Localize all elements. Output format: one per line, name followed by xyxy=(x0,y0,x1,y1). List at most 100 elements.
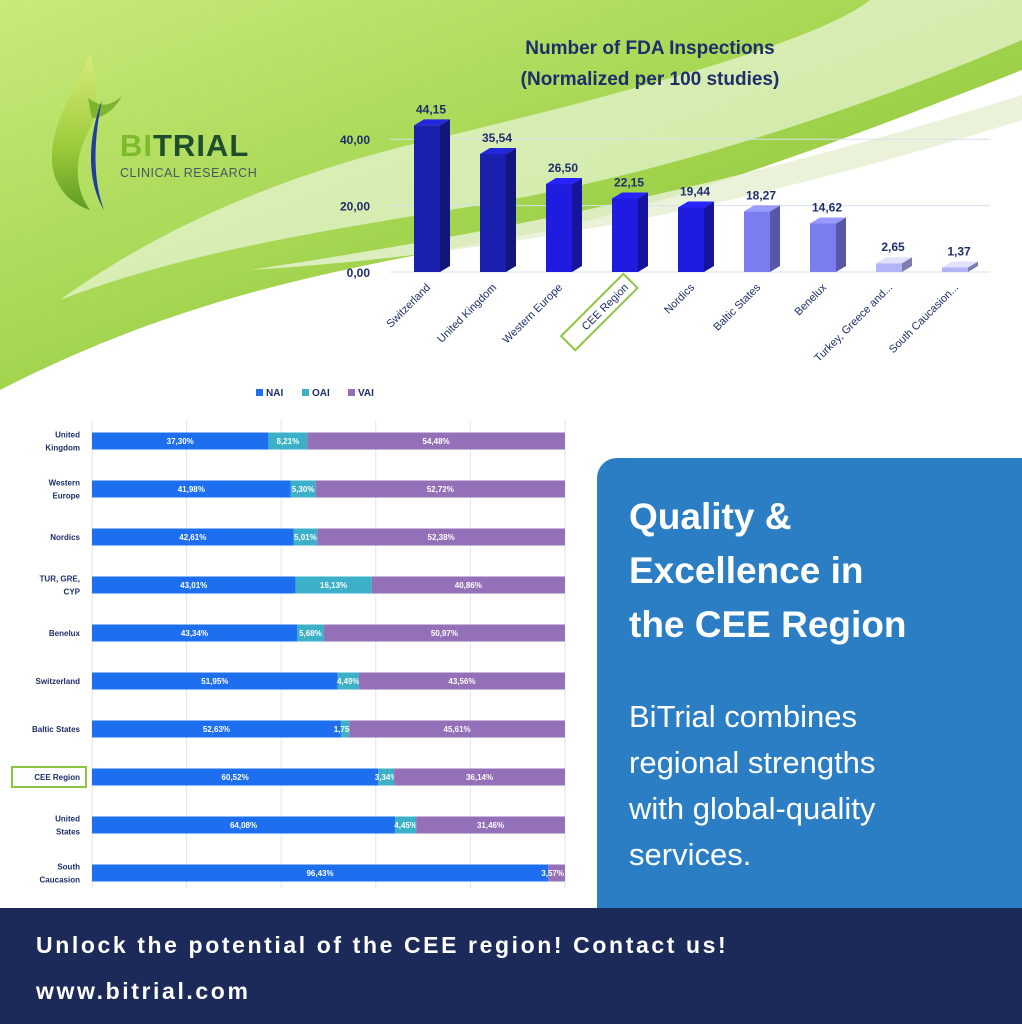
bar-value-label: 2,65 xyxy=(881,240,905,254)
legend-swatch xyxy=(302,389,309,396)
segment-label: 8,21% xyxy=(277,437,300,446)
segment-label: 5,30% xyxy=(292,485,315,494)
bar-top xyxy=(414,119,450,126)
segment-label: 4,49% xyxy=(337,677,360,686)
category-label: Kingdom xyxy=(45,444,80,453)
segment-label: 3,34% xyxy=(375,773,398,782)
segment-label: 52,72% xyxy=(427,485,454,494)
bar-side xyxy=(638,192,648,272)
stack-segment xyxy=(548,864,565,882)
segment-label: 40,86% xyxy=(455,581,482,590)
segment-label: 16,13% xyxy=(320,581,347,590)
stack-segment xyxy=(92,864,549,882)
stack-segment xyxy=(307,432,565,450)
legend-label: VAI xyxy=(358,388,374,399)
bar-top xyxy=(612,192,648,199)
footer-banner: Unlock the potential of the CEE region! … xyxy=(0,908,1022,1024)
stack-segment xyxy=(323,624,565,642)
segment-label: 43,34% xyxy=(181,629,208,638)
stack-segment xyxy=(394,768,565,786)
x-tick-label: Baltic States xyxy=(711,281,763,333)
bar-side xyxy=(968,261,978,272)
brand-name-rest: TRIAL xyxy=(153,128,250,163)
bar-side xyxy=(572,178,582,272)
segment-label: 41,98% xyxy=(178,485,205,494)
panel-heading-line: Quality & xyxy=(629,496,792,537)
panel-body: BiTrial combines regional strengths with… xyxy=(629,694,875,878)
stack-segment xyxy=(337,672,359,690)
x-tick-label: CEE Region xyxy=(580,282,631,333)
brand-tagline: CLINICAL RESEARCH xyxy=(120,166,258,180)
bar-top xyxy=(546,178,582,185)
bar xyxy=(942,267,968,272)
highlight-box xyxy=(559,272,639,352)
category-label: Switzerland xyxy=(36,677,81,686)
bar xyxy=(876,263,902,272)
stack-segment xyxy=(268,432,308,450)
stack-segment xyxy=(378,768,395,786)
segment-label: 45,61% xyxy=(444,725,471,734)
brand-name-prefix: BI xyxy=(120,128,153,163)
bar xyxy=(810,223,836,272)
segment-label: 52,38% xyxy=(428,533,455,542)
bar xyxy=(414,125,440,272)
drop-leaf-logo-icon xyxy=(51,54,122,210)
y-tick-label: 0,00 xyxy=(347,266,371,280)
bar-top xyxy=(942,261,978,268)
segment-label: 64,08% xyxy=(230,821,257,830)
footer-cta: Unlock the potential of the CEE region! … xyxy=(36,932,729,958)
bar-side xyxy=(902,257,912,272)
category-label: United xyxy=(55,815,80,824)
stack-segment xyxy=(290,480,316,498)
segment-label: 4,45% xyxy=(394,821,417,830)
stack-segment xyxy=(92,672,338,690)
bar-side xyxy=(440,119,450,272)
stack-segment xyxy=(293,528,318,546)
footer-url[interactable]: www.bitrial.com xyxy=(36,978,251,1004)
bar-side xyxy=(506,148,516,272)
segment-label: 3,57% xyxy=(541,869,564,878)
segment-label: 42,61% xyxy=(179,533,206,542)
bar-value-label: 22,15 xyxy=(614,175,644,189)
category-label: TUR, GRE, xyxy=(40,575,80,584)
panel-body-line: with global-quality xyxy=(629,791,876,826)
segment-label: 50,97% xyxy=(431,629,458,638)
bar-top xyxy=(744,205,780,212)
segment-label: 96,43% xyxy=(306,869,333,878)
segment-label: 36,14% xyxy=(466,773,493,782)
bar-value-label: 44,15 xyxy=(416,102,446,116)
category-label: CEE Region xyxy=(34,773,80,782)
legend-swatch xyxy=(348,389,355,396)
bar-side xyxy=(770,205,780,272)
legend-label: OAI xyxy=(312,388,330,399)
legend-swatch xyxy=(256,389,263,396)
stack-segment xyxy=(317,528,565,546)
legend-label: NAI xyxy=(266,388,283,399)
bar-value-label: 19,44 xyxy=(680,184,710,198)
inspection-outcome-stacked-chart: NAI OAI VAI United Kingdom 37,30% 8,21% 54,48% W… xyxy=(11,388,566,888)
panel-body-line: services. xyxy=(629,837,752,872)
panel-heading-line: Excellence in xyxy=(629,550,864,591)
segment-label: 43,01% xyxy=(180,581,207,590)
stack-segment xyxy=(92,768,379,786)
bar-chart-subtitle: (Normalized per 100 studies) xyxy=(520,69,780,90)
bar-value-label: 1,37 xyxy=(947,244,971,258)
x-tick-label: South Caucasion... xyxy=(887,282,961,356)
category-label: South xyxy=(57,863,80,872)
y-tick-label: 40,00 xyxy=(340,133,370,147)
stack-segment xyxy=(92,816,396,834)
stack-segment xyxy=(371,576,565,594)
bar-side xyxy=(704,201,714,272)
bar xyxy=(744,211,770,272)
bar-top xyxy=(480,148,516,155)
bar xyxy=(480,154,506,272)
stack-segment xyxy=(92,720,341,738)
bar-top xyxy=(810,217,846,224)
stack-segment xyxy=(315,480,565,498)
segment-label: 60,52% xyxy=(222,773,249,782)
brand-name: BITRIAL xyxy=(120,128,249,164)
x-tick-label: Benelux xyxy=(793,281,830,318)
category-label: Caucasion xyxy=(40,876,81,885)
segment-label: 52,63% xyxy=(203,725,230,734)
